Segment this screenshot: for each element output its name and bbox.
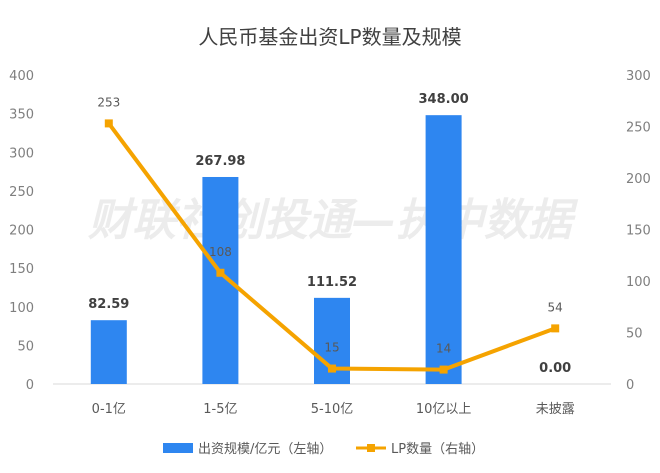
left-tick-label: 400 <box>9 69 34 84</box>
line-marker <box>551 324 560 333</box>
bar <box>202 176 239 384</box>
category-label: 0-1亿 <box>92 402 126 417</box>
line-data-label: 253 <box>97 95 120 109</box>
legend-swatch-marker <box>367 444 375 452</box>
right-tick-label: 300 <box>626 69 651 84</box>
bar <box>90 320 127 384</box>
bar <box>425 115 462 385</box>
category-label: 10亿以上 <box>416 402 472 417</box>
right-tick-label: 100 <box>626 275 651 290</box>
right-tick-label: 200 <box>626 172 651 187</box>
legend: 出资规模/亿元（左轴） LP数量（右轴） <box>163 442 484 457</box>
left-tick-label: 350 <box>9 108 34 123</box>
line-data-label: 15 <box>324 341 339 355</box>
left-tick-label: 50 <box>17 339 34 354</box>
line-marker <box>439 365 448 374</box>
right-axis: 0 50 100 150 200 250 300 <box>626 69 651 393</box>
legend-label-line: LP数量（右轴） <box>391 442 484 457</box>
category-label: 未披露 <box>536 402 575 417</box>
legend-swatch-bar <box>163 443 193 453</box>
left-tick-label: 100 <box>9 301 34 316</box>
left-tick-label: 300 <box>9 146 34 161</box>
bar-data-label: 267.98 <box>195 154 245 169</box>
bar-data-label: 82.59 <box>88 297 129 312</box>
chart-title: 人民币基金出资LP数量及规模 <box>198 25 461 49</box>
left-tick-label: 150 <box>9 262 34 277</box>
bar-data-label: 0.00 <box>539 361 571 376</box>
left-tick-label: 200 <box>9 224 34 239</box>
legend-label-bar: 出资规模/亿元（左轴） <box>198 442 332 457</box>
line-marker <box>104 119 113 128</box>
left-axis: 0 50 100 150 200 250 300 350 400 <box>9 69 34 393</box>
category-axis: 0-1亿 1-5亿 5-10亿 10亿以上 未披露 <box>92 402 575 417</box>
left-tick-label: 0 <box>26 378 34 393</box>
category-label: 5-10亿 <box>311 402 354 417</box>
line-series: 253 108 15 14 54 <box>97 95 563 374</box>
line-marker <box>216 268 225 277</box>
left-tick-label: 250 <box>9 185 34 200</box>
line-marker <box>328 364 336 373</box>
bar-series: 82.59 267.98 111.52 348.00 0.00 <box>88 92 571 385</box>
right-tick-label: 250 <box>626 121 651 136</box>
watermark: 财联社创投通—执中数据 <box>88 195 579 246</box>
right-tick-label: 150 <box>626 224 651 239</box>
right-tick-label: 0 <box>626 378 634 393</box>
line-data-label: 54 <box>548 300 563 314</box>
bar-data-label: 348.00 <box>419 92 469 107</box>
line-data-label: 108 <box>209 245 232 259</box>
bar-data-label: 111.52 <box>307 275 357 290</box>
right-tick-label: 50 <box>626 327 643 342</box>
category-label: 1-5亿 <box>203 402 237 417</box>
line-data-label: 14 <box>436 342 451 356</box>
